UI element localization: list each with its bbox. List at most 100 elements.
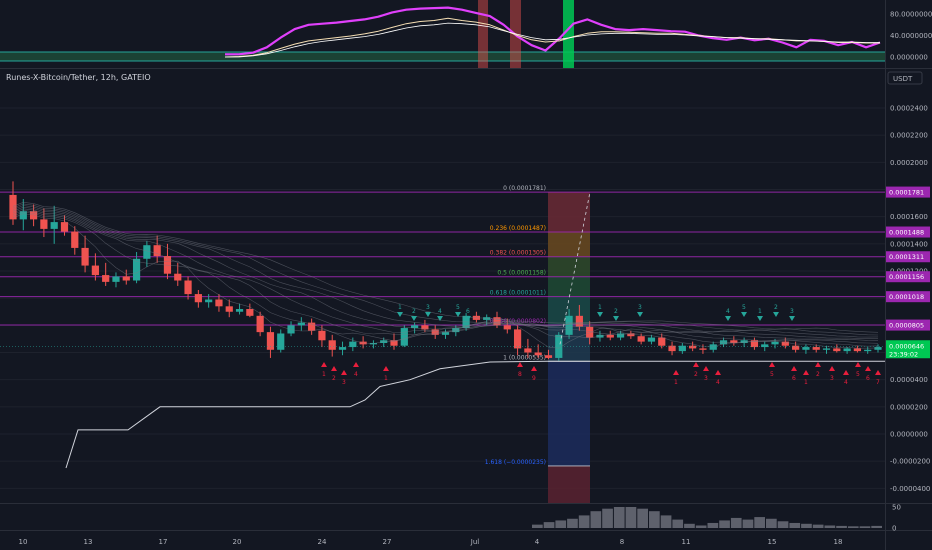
buy-signal-count: 1 (398, 304, 402, 311)
candle-body (853, 348, 862, 352)
oscillator-zero-band (0, 52, 885, 61)
sell-signal-marker (815, 362, 821, 367)
candle-body (483, 317, 491, 320)
buy-signal-marker (773, 312, 779, 317)
sell-signal-marker (517, 362, 523, 367)
volume-bar (789, 522, 801, 528)
time-tick-label: 11 (682, 538, 691, 546)
buy-signal-count: 3 (790, 308, 794, 315)
volume-bar (543, 522, 555, 528)
buy-signal-count: 4 (438, 308, 442, 315)
fib-price-tag (886, 271, 930, 283)
fib-level-label: 0.382 (0.0001305) (490, 250, 546, 257)
candle-body (91, 265, 99, 276)
buy-signal-count: 5 (742, 304, 746, 311)
oscillator-series-line (224, 17, 880, 58)
candle-body (689, 345, 697, 349)
candle-body (421, 325, 429, 330)
sell-signal-marker (383, 366, 389, 371)
candle-body (400, 328, 408, 346)
candle-body (575, 315, 583, 327)
sell-signal-marker (875, 370, 881, 375)
sell-signal-marker (703, 366, 709, 371)
time-tick-label: 20 (233, 538, 242, 546)
candle-body (699, 348, 707, 350)
sell-signal-count: 4 (354, 371, 358, 378)
sell-signal-count: 2 (816, 371, 820, 378)
sell-signal-marker (829, 366, 835, 371)
volume-bar (695, 525, 707, 528)
current-price-label: 0.0000646 (889, 342, 924, 350)
sell-signal-count: 8 (518, 371, 522, 378)
candle-body (781, 341, 789, 346)
fib-price-tag-label: 0.0001781 (889, 189, 924, 197)
buy-signal-count: 3 (426, 304, 430, 311)
candle-body (297, 322, 305, 326)
candle-body (50, 222, 58, 229)
sell-signal-count: 3 (830, 375, 834, 382)
currency-label: USDT (893, 75, 913, 83)
currency-button[interactable]: USDT (887, 71, 923, 85)
time-tick-label: 10 (19, 538, 28, 546)
candle-body (802, 347, 810, 350)
fib-price-tag-label: 0.0001311 (889, 253, 924, 261)
buy-signal-count: 1 (598, 304, 602, 311)
price-pane: 0 (0.0001781) 0.236 (0.0001487) 0.382 (0.0… (0, 107, 885, 503)
volume-bar (742, 519, 754, 528)
candle-body (19, 211, 27, 220)
candle-body (266, 332, 275, 350)
time-tick-label: 4 (535, 538, 540, 546)
time-tick-label: 27 (383, 538, 392, 546)
volume-bar (801, 523, 812, 528)
time-axis[interactable]: 10 13 17 20 24 27 Jul 4 8 11 15 18 (19, 538, 843, 546)
volume-bar (555, 520, 567, 528)
price-tick-label: 0.0002200 (890, 132, 928, 140)
volume-bar (824, 525, 836, 528)
sell-signal-count: 5 (856, 371, 860, 378)
ma-ribbon-line (12, 201, 879, 333)
sell-signal-marker (769, 362, 775, 367)
candle-body (771, 341, 779, 345)
trailing-stop-line (65, 360, 885, 469)
sell-signal-marker (843, 370, 849, 375)
fib-zone (548, 276, 590, 297)
candle-body (658, 337, 666, 346)
candle-body (112, 276, 120, 282)
candle-body (513, 329, 522, 349)
fib-price-tag-label: 0.0001488 (889, 229, 924, 237)
fib-zone (548, 192, 590, 233)
price-tick-label: -0.0000200 (890, 458, 930, 466)
sell-signal-count: 4 (844, 379, 848, 386)
ma-ribbon-line (12, 203, 879, 336)
candle-body (184, 280, 192, 295)
candle-body (194, 294, 202, 303)
buy-signal-count: 5 (456, 304, 460, 311)
buy-signal-marker (725, 316, 731, 321)
candle-body (40, 219, 48, 229)
time-tick-label: 17 (159, 538, 168, 546)
oscillator-pane (0, 0, 885, 68)
buy-signal-marker (437, 316, 443, 321)
sell-signal-count: 7 (876, 379, 880, 386)
candle-body (277, 333, 285, 350)
buy-signal-marker (425, 312, 431, 317)
price-axis[interactable]: 80.0000000 40.0000000 0.0000000 0.0002400 0.… (886, 11, 932, 533)
sell-signal-count: 1 (322, 371, 326, 378)
candle-body (143, 245, 151, 259)
fib-zone (548, 232, 590, 257)
candle-body (843, 348, 851, 352)
candle-body (71, 231, 79, 248)
oscillator-buy-column (563, 0, 574, 68)
candle-body (225, 306, 233, 312)
buy-signal-count: 2 (614, 308, 618, 315)
oscillator-series-line (225, 22, 880, 58)
candle-body (390, 340, 398, 346)
fib-level-label: 0.618 (0.0001011) (490, 290, 546, 297)
candle-body (503, 325, 511, 330)
fib-price-tag (886, 251, 930, 263)
buy-signal-count: 3 (638, 304, 642, 311)
volume-bar (847, 526, 859, 528)
projection-line (559, 192, 591, 345)
